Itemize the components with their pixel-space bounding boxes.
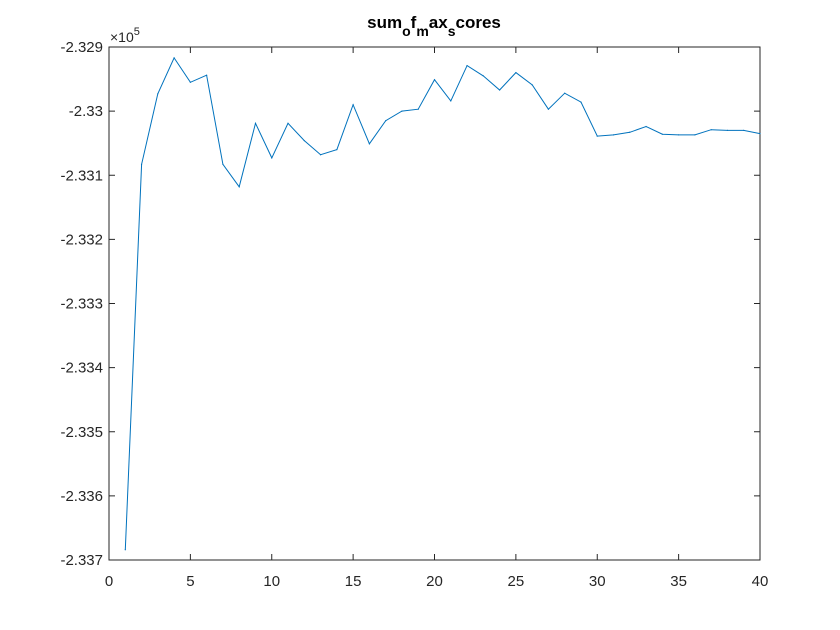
x-tick-label: 15 [345,573,362,590]
data-point [678,134,680,136]
data-point [352,104,354,106]
x-tick-label: 0 [105,573,113,590]
y-tick-label: -2.329 [60,39,103,56]
data-point [694,134,696,136]
data-point [466,64,468,67]
data-point [385,120,387,122]
data-point [612,134,615,136]
title-part: m [416,23,428,39]
title-part: sum [367,13,402,32]
data-point [287,122,289,124]
x-tick-label: 20 [426,573,443,590]
data-point [661,133,663,135]
x-axis: 0 5 10 15 20 25 30 35 40 [105,47,769,590]
y-tick-label: -2.33 [69,103,103,120]
plot-background [108,46,761,561]
title-part: o [402,23,411,39]
data-point [336,149,338,151]
series-layer [124,56,761,551]
data-point [368,143,370,145]
data-point [726,129,729,131]
data-point [450,100,452,102]
data-point [254,122,257,124]
data-point [499,89,501,91]
y-axis-exponent-power: 5 [134,26,140,38]
title-part: cores [456,13,501,32]
data-point [303,140,305,142]
data-point [629,131,631,133]
data-point [531,84,533,86]
data-point [580,101,582,103]
title-part: f [411,13,417,32]
y-tick-label: -2.334 [60,360,103,377]
data-point [238,186,240,188]
x-tick-label: 40 [752,573,769,590]
data-point [645,125,647,128]
series-line [124,56,761,550]
x-tick-label: 30 [589,573,606,590]
y-tick-label: -2.332 [60,231,103,248]
y-tick-label: -2.333 [60,296,103,313]
data-point [222,163,224,165]
title-part: ax [429,13,448,32]
data-point [173,57,175,59]
data-point [189,81,191,83]
data-point [482,75,484,77]
x-tick-label: 25 [508,573,525,590]
data-point [743,129,745,131]
title-part: s [448,23,456,39]
data-point [206,74,208,76]
y-tick-label: -2.331 [60,167,103,184]
data-point [271,157,273,159]
y-tick-label: -2.337 [60,552,103,569]
y-axis: -2.337 -2.336 -2.335 -2.334 -2.333 -2.332 -2.3… [60,39,760,569]
y-tick-label: -2.336 [60,488,103,505]
data-point [401,110,403,112]
data-point [124,549,126,551]
data-point [319,154,322,156]
data-point [547,108,550,110]
data-point [564,92,566,94]
y-axis-exponent: ×105 [110,26,140,45]
data-point [515,72,517,74]
chart-title: sumofmaxscores [367,13,501,39]
y-axis-exponent-base: ×10 [110,29,134,45]
data-point [157,93,159,95]
x-tick-label: 35 [670,573,687,590]
x-tick-label: 10 [263,573,280,590]
data-point [417,108,419,110]
x-tick-label: 5 [186,573,194,590]
data-point [140,163,143,165]
y-tick-label: -2.335 [60,424,103,441]
data-point [710,129,712,131]
data-point [759,132,761,135]
data-point [433,79,436,81]
data-point [596,135,598,137]
